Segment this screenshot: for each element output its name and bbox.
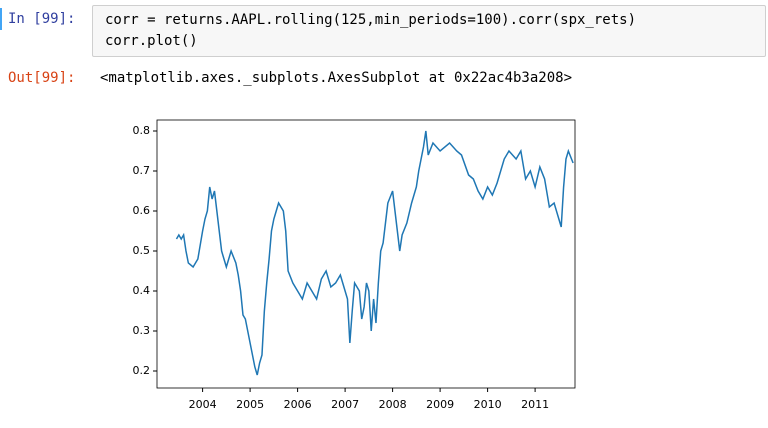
- y-tick-label: 0.4: [133, 284, 151, 297]
- y-tick-label: 0.2: [133, 364, 151, 377]
- x-tick-label: 2004: [189, 398, 217, 411]
- output-text: <matplotlib.axes._subplots.AxesSubplot a…: [100, 70, 573, 86]
- code-cell[interactable]: corr = returns.AAPL.rolling(125,min_peri…: [92, 5, 766, 57]
- y-tick-label: 0.6: [133, 204, 151, 217]
- x-tick-label: 2005: [236, 398, 264, 411]
- code-line: corr.plot(): [105, 33, 198, 49]
- cell-marker: [0, 8, 2, 30]
- y-tick-label: 0.3: [133, 324, 151, 337]
- code-line: corr = returns.AAPL.rolling(125,min_peri…: [105, 12, 637, 28]
- x-tick-label: 2011: [521, 398, 549, 411]
- input-prompt: In [99]:: [8, 11, 76, 27]
- axes-frame: [156, 119, 576, 389]
- x-tick-label: 2007: [331, 398, 359, 411]
- x-tick-label: 2010: [474, 398, 502, 411]
- output-prompt: Out[99]:: [8, 70, 76, 86]
- data-line: [175, 130, 574, 376]
- x-tick-label: 2009: [426, 398, 454, 411]
- x-tick-label: 2008: [379, 398, 407, 411]
- y-tick-label: 0.5: [133, 244, 151, 257]
- y-tick-label: 0.8: [133, 124, 151, 137]
- y-tick-label: 0.7: [133, 164, 151, 177]
- x-tick-label: 2006: [284, 398, 312, 411]
